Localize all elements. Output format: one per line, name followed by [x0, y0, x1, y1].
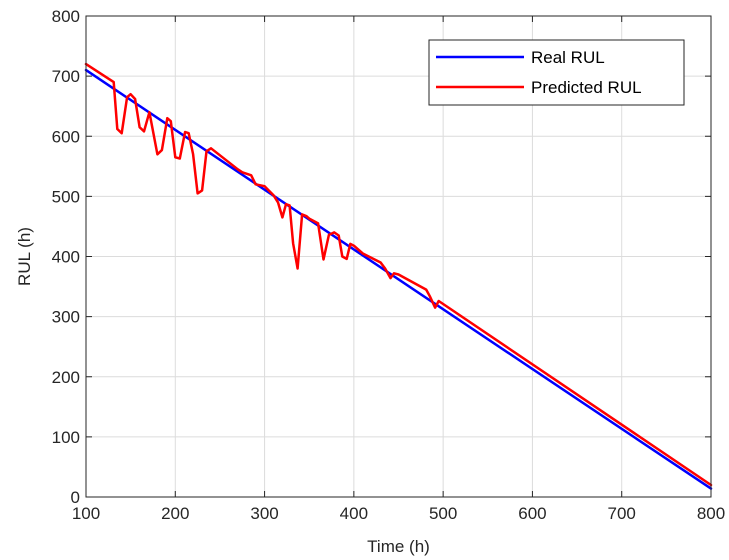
- series-line-real-rul: [84, 68, 713, 490]
- axis-ticks: 100 200 300 400 500 600 700 8000100200300400500…: [52, 7, 726, 523]
- x-tick-label: 100: [72, 504, 100, 523]
- y-tick-label: 200: [52, 368, 80, 387]
- x-tick-label: 600: [518, 504, 546, 523]
- y-tick-label: 800: [52, 7, 80, 26]
- legend-label-predicted-rul: Predicted RUL: [531, 78, 642, 97]
- y-tick-label: 400: [52, 248, 80, 267]
- y-tick-label: 0: [71, 488, 80, 507]
- y-tick-label: 100: [52, 428, 80, 447]
- x-tick-label: 700: [608, 504, 636, 523]
- x-tick-label: 200: [161, 504, 189, 523]
- y-axis-label: RUL (h): [15, 227, 34, 286]
- x-axis-label: Time (h): [367, 537, 430, 556]
- x-tick-label: 300: [250, 504, 278, 523]
- legend-box: [428, 39, 685, 106]
- legend-label-real-rul: Real RUL: [531, 48, 605, 67]
- x-tick-label: 400: [340, 504, 368, 523]
- y-tick-label: 300: [52, 308, 80, 327]
- series-line-predicted-rul: [84, 62, 713, 487]
- x-tick-label: 500: [429, 504, 457, 523]
- plot-series: [84, 62, 713, 490]
- y-tick-label: 700: [52, 67, 80, 86]
- x-tick-label: 800: [697, 504, 725, 523]
- legend: Real RUL Predicted RUL: [428, 39, 685, 106]
- y-tick-label: 500: [52, 187, 80, 206]
- y-tick-label: 600: [52, 127, 80, 146]
